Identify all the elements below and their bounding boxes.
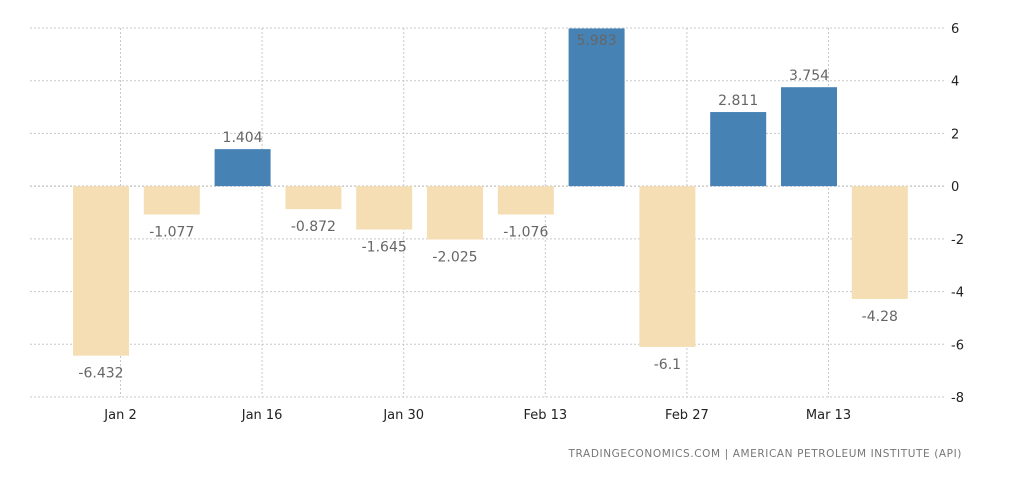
data-label: -6.1 <box>654 357 681 373</box>
bar <box>710 112 767 187</box>
x-tick-label: Feb 27 <box>665 408 709 423</box>
data-labels: -6.432 -1.077 1.404 -0.872 -1.645 -2.025 -1.07… <box>78 33 897 382</box>
bar <box>214 149 271 187</box>
bar <box>427 186 483 240</box>
data-label: 3.754 <box>789 68 829 84</box>
data-label: -1.645 <box>362 240 407 256</box>
data-label: 2.811 <box>718 93 758 109</box>
x-axis: Jan 2 Jan 16 Jan 30 Feb 13 Feb 27 Mar 13 <box>103 408 851 423</box>
bar <box>73 186 129 356</box>
y-tick-label: 6 <box>951 22 959 37</box>
bar <box>285 186 342 210</box>
bar <box>851 186 908 299</box>
y-tick-label: -8 <box>951 391 964 406</box>
x-tick-label: Jan 30 <box>382 408 424 423</box>
data-label: 1.404 <box>223 130 263 146</box>
data-label: -0.872 <box>291 219 336 235</box>
bars <box>73 28 908 356</box>
data-label: -4.28 <box>862 309 898 325</box>
bar <box>639 186 696 347</box>
x-tick-label: Jan 2 <box>103 408 136 423</box>
x-tick-label: Jan 16 <box>241 408 283 423</box>
y-tick-label: -6 <box>951 338 964 353</box>
data-label: 5.983 <box>577 33 617 49</box>
data-label: -2.025 <box>432 250 477 266</box>
data-label: -1.076 <box>503 225 548 241</box>
y-tick-label: -4 <box>951 286 964 301</box>
y-tick-label: 0 <box>951 180 959 195</box>
data-label: -1.077 <box>149 225 194 241</box>
bar <box>356 186 413 230</box>
bar <box>497 186 554 215</box>
data-label: -6.432 <box>78 366 123 382</box>
y-tick-label: 4 <box>951 75 959 90</box>
y-tick-label: -2 <box>951 233 964 248</box>
y-tick-label: 2 <box>951 127 959 142</box>
y-axis: 6 4 2 0 -2 -4 -6 -8 <box>951 22 964 406</box>
bar <box>781 87 837 187</box>
bar <box>568 28 625 187</box>
bar <box>143 186 200 215</box>
x-tick-label: Feb 13 <box>523 408 567 423</box>
x-tick-label: Mar 13 <box>806 408 851 423</box>
source-credit: TRADINGECONOMICS.COM | AMERICAN PETROLEU… <box>568 448 962 460</box>
